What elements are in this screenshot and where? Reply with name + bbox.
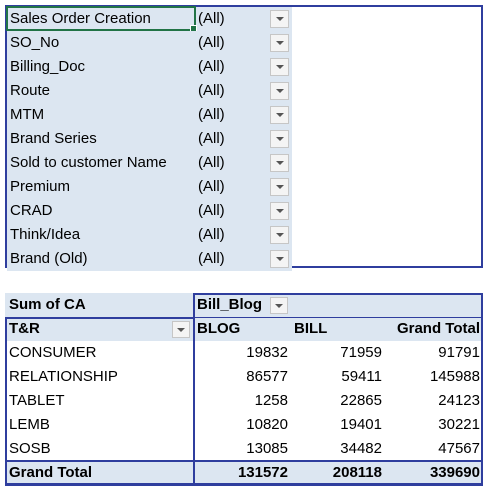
filter-label[interactable]: MTM	[7, 103, 195, 127]
filter-label[interactable]: Premium	[7, 175, 195, 199]
pivot-table: Sum of CA Bill_Blog T&R BLOG BILL Grand …	[5, 293, 483, 486]
grand-total-bill: 208118	[291, 461, 385, 485]
column-field-label[interactable]: Bill_Blog	[193, 293, 483, 317]
column-field-name: Bill_Blog	[197, 296, 263, 313]
value-cell[interactable]: 59411	[341, 368, 382, 385]
dropdown-arrow-icon	[275, 137, 284, 141]
value-cell[interactable]: 71959	[340, 344, 382, 361]
filter-label[interactable]: CRAD	[7, 199, 195, 223]
dropdown-arrow-icon	[275, 209, 284, 213]
value-cell[interactable]: 47567	[438, 440, 480, 457]
filter-row: SO_No (All)	[7, 31, 481, 55]
filter-dropdown-button[interactable]	[270, 130, 289, 148]
filter-dropdown-button[interactable]	[270, 250, 289, 268]
dropdown-arrow-icon	[275, 17, 284, 21]
filter-dropdown-button[interactable]	[270, 202, 289, 220]
grand-total-overall: 339690	[385, 461, 483, 485]
filter-label[interactable]: Brand (Old)	[7, 247, 195, 271]
filter-dropdown-button[interactable]	[270, 10, 289, 28]
column-header-bill[interactable]: BILL	[283, 317, 383, 341]
value-cell[interactable]: 30221	[438, 416, 480, 433]
dropdown-arrow-icon	[275, 233, 284, 237]
row-field-label[interactable]: T&R	[5, 317, 193, 341]
row-label[interactable]: LEMB	[9, 416, 50, 433]
filter-row: Premium (All)	[7, 175, 481, 199]
dropdown-arrow-icon	[275, 41, 284, 45]
dropdown-arrow-icon	[275, 303, 283, 308]
value-cell[interactable]: 91791	[438, 344, 480, 361]
filter-row: Think/Idea (All)	[7, 223, 481, 247]
filter-row: Route (All)	[7, 79, 481, 103]
filter-row: Brand (Old) (All)	[7, 247, 481, 271]
value-cell[interactable]: 86577	[246, 368, 288, 385]
value-cell[interactable]: 19401	[340, 416, 382, 433]
filter-label[interactable]: Billing_Doc	[7, 55, 195, 79]
filter-row: Brand Series (All)	[7, 127, 481, 151]
filter-dropdown-button[interactable]	[270, 58, 289, 76]
filter-label[interactable]: Brand Series	[7, 127, 195, 151]
value-cell[interactable]: 10820	[246, 416, 288, 433]
report-filter-area: Sales Order Creation (All) SO_No (All) Billi…	[5, 5, 483, 271]
filter-dropdown-button[interactable]	[270, 106, 289, 124]
row-label[interactable]: RELATIONSHIP	[9, 368, 118, 385]
column-header-blog[interactable]: BLOG	[193, 317, 283, 341]
dropdown-arrow-icon	[177, 327, 185, 332]
row-field-dropdown[interactable]	[172, 321, 190, 338]
filter-label[interactable]: Sold to customer Name	[7, 151, 195, 175]
row-label[interactable]: SOSB	[9, 440, 51, 457]
values-field-label: Sum of CA	[5, 293, 193, 317]
filter-label[interactable]: SO_No	[7, 31, 195, 55]
filter-row: Sales Order Creation (All)	[6, 6, 481, 32]
dropdown-arrow-icon	[275, 161, 284, 165]
value-cell[interactable]: 13085	[246, 440, 288, 457]
value-cell[interactable]: 145988	[429, 368, 480, 385]
dropdown-arrow-icon	[275, 65, 284, 69]
dropdown-arrow-icon	[275, 89, 284, 93]
grand-total-label: Grand Total	[5, 461, 193, 485]
filter-dropdown-button[interactable]	[270, 226, 289, 244]
row-field-name: T&R	[9, 320, 40, 337]
filter-dropdown-button[interactable]	[270, 34, 289, 52]
value-cell[interactable]: 24123	[438, 392, 480, 409]
filter-label[interactable]: Route	[7, 79, 195, 103]
column-field-dropdown[interactable]	[270, 297, 288, 314]
filter-dropdown-button[interactable]	[270, 154, 289, 172]
filter-row: CRAD (All)	[7, 199, 481, 223]
value-cell[interactable]: 1258	[254, 392, 288, 409]
column-header-grand-total: Grand Total	[383, 317, 483, 341]
filter-row: Billing_Doc (All)	[7, 55, 481, 79]
filter-row: MTM (All)	[7, 103, 481, 127]
row-label[interactable]: TABLET	[9, 392, 65, 409]
value-cell[interactable]: 22865	[340, 392, 382, 409]
dropdown-arrow-icon	[275, 257, 284, 261]
filter-row: Sold to customer Name (All)	[7, 151, 481, 175]
filter-label[interactable]: Think/Idea	[7, 223, 195, 247]
dropdown-arrow-icon	[275, 113, 284, 117]
dropdown-arrow-icon	[275, 185, 284, 189]
value-cell[interactable]: 19832	[246, 344, 288, 361]
filter-label[interactable]: Sales Order Creation	[7, 7, 195, 31]
row-label[interactable]: CONSUMER	[9, 344, 97, 361]
filter-dropdown-button[interactable]	[270, 178, 289, 196]
grand-total-blog: 131572	[193, 461, 291, 485]
value-cell[interactable]: 34482	[340, 440, 382, 457]
filter-dropdown-button[interactable]	[270, 82, 289, 100]
